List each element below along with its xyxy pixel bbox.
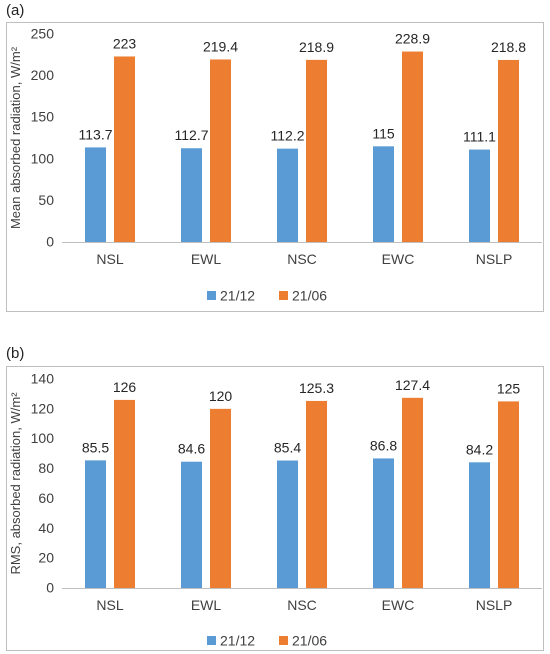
- x-tick-label-b-ewl: EWL: [191, 597, 222, 613]
- y-axis-title-b: RMS, absorbed radiation, W/m²: [8, 392, 23, 575]
- x-tick-label-a-nsc: NSC: [287, 251, 317, 267]
- data-label-a-21-12-nsl: 113.7: [79, 126, 113, 142]
- data-label-b-21-06-ewc: 127.4: [395, 377, 430, 393]
- x-tick-label-b-nsl: NSL: [96, 597, 123, 613]
- data-label-a-21-06-ewl: 219.4: [203, 38, 238, 54]
- legend-swatch-a-21-12: [207, 291, 216, 300]
- data-label-b-21-06-nsc: 125.3: [299, 380, 334, 396]
- bar-a-21-12-nsc: [277, 148, 298, 242]
- y-axis-title-a: Mean absorbed radiation, W/m²: [8, 46, 23, 229]
- data-label-a-21-06-nsc: 218.9: [299, 39, 334, 55]
- x-tick-label-b-nslp: NSLP: [476, 597, 513, 613]
- y-tick-label-b-7: 140: [31, 371, 55, 387]
- y-tick-label-a-2: 100: [31, 150, 55, 166]
- x-tick-label-a-ewl: EWL: [191, 251, 222, 267]
- panel-label-a: (a): [6, 2, 25, 19]
- chart-a: 0 50 100 150 200 250 Mean absorbed radiation, …: [8, 26, 542, 304]
- y-tick-label-a-5: 250: [31, 26, 55, 42]
- bar-a-21-12-nslp: [469, 149, 490, 242]
- data-label-b-21-06-nslp: 125: [497, 380, 521, 396]
- panel-label-b: (b): [6, 345, 25, 362]
- data-label-b-21-12-ewl: 84.6: [178, 441, 205, 457]
- bar-b-21-12-nslp: [469, 462, 490, 588]
- data-label-b-21-12-nsl: 85.5: [82, 439, 109, 455]
- legend-label-a-21-12: 21/12: [220, 288, 255, 304]
- chart-b: 0 20 40 60 80 100 120 140 RMS, absorbed radiatio…: [8, 371, 542, 649]
- y-tick-label-b-6: 120: [31, 400, 55, 416]
- legend-label-a-21-06: 21/06: [292, 288, 327, 304]
- data-label-a-21-06-nslp: 218.8: [491, 39, 526, 55]
- y-tick-label-b-3: 60: [38, 490, 54, 506]
- x-tick-label-a-ewc: EWC: [382, 251, 415, 267]
- y-tick-label-b-0: 0: [46, 580, 54, 596]
- bar-b-21-06-ewc: [402, 397, 423, 588]
- y-tick-label-b-5: 100: [31, 430, 55, 446]
- bar-b-21-12-ewc: [373, 458, 394, 588]
- bar-b-21-12-ewl: [181, 461, 202, 588]
- y-tick-label-a-1: 50: [38, 192, 54, 208]
- x-tick-label-b-ewc: EWC: [382, 597, 415, 613]
- chart-frame-a: [6, 22, 544, 312]
- data-label-a-21-12-ewl: 112.7: [175, 127, 209, 143]
- y-tick-label-b-1: 20: [38, 550, 54, 566]
- legend-label-b-21-12: 21/12: [220, 633, 255, 649]
- bar-a-21-12-nsl: [85, 147, 106, 242]
- bar-b-21-06-nslp: [498, 401, 519, 588]
- bar-b-21-12-nsc: [277, 460, 298, 588]
- y-tick-label-a-4: 200: [31, 67, 55, 83]
- legend-label-b-21-06: 21/06: [292, 633, 327, 649]
- bar-a-21-12-ewc: [373, 146, 394, 242]
- bar-a-21-06-nsl: [114, 56, 135, 242]
- bar-a-21-06-ewc: [402, 51, 423, 242]
- data-label-b-21-12-nsc: 85.4: [274, 440, 301, 456]
- bar-a-21-12-ewl: [181, 148, 202, 242]
- legend-swatch-b-21-12: [207, 636, 216, 645]
- x-tick-label-a-nslp: NSLP: [476, 251, 513, 267]
- bar-b-21-06-nsc: [306, 400, 327, 588]
- bar-a-21-06-nsc: [306, 59, 327, 242]
- y-tick-label-b-4: 80: [38, 460, 54, 476]
- data-label-b-21-06-ewl: 120: [209, 388, 233, 404]
- legend-swatch-b-21-06: [279, 636, 288, 645]
- x-tick-label-a-nsl: NSL: [96, 251, 123, 267]
- data-label-b-21-06-nsl: 126: [113, 379, 137, 395]
- legend-swatch-a-21-06: [279, 291, 288, 300]
- bar-b-21-06-ewl: [210, 408, 231, 588]
- data-label-a-21-12-nsc: 112.2: [271, 128, 305, 144]
- data-label-a-21-06-ewc: 228.9: [395, 31, 430, 47]
- x-tick-label-b-nsc: NSC: [287, 597, 317, 613]
- y-tick-label-a-3: 150: [31, 109, 55, 125]
- bar-a-21-06-nslp: [498, 59, 519, 242]
- bar-b-21-12-nsl: [85, 460, 106, 588]
- data-label-b-21-12-nslp: 84.2: [466, 441, 493, 457]
- bar-a-21-06-ewl: [210, 59, 231, 242]
- bar-b-21-06-nsl: [114, 399, 135, 588]
- data-label-b-21-12-ewc: 86.8: [370, 437, 397, 453]
- y-tick-label-b-2: 40: [38, 520, 54, 536]
- y-tick-label-a-0: 0: [46, 234, 54, 250]
- chart-frame-b: [6, 366, 544, 651]
- data-label-a-21-12-nslp: 111.1: [463, 129, 496, 145]
- data-label-a-21-06-nsl: 223: [113, 35, 137, 51]
- data-label-a-21-12-ewc: 115: [372, 125, 395, 141]
